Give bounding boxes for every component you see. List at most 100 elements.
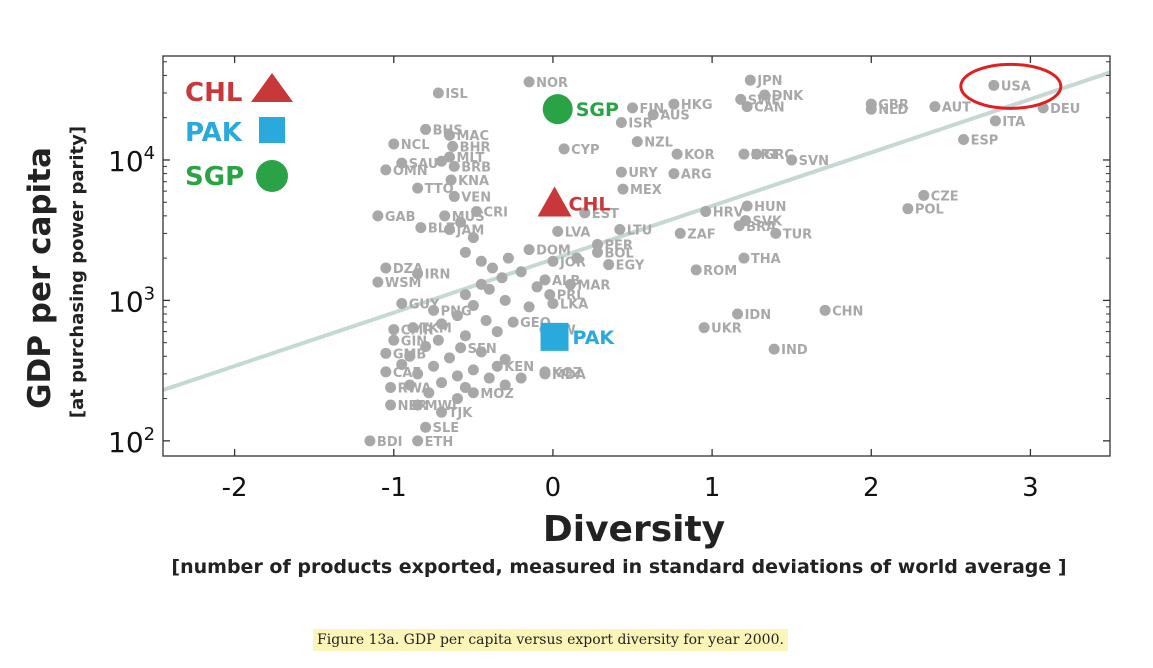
data-point [451,393,463,405]
data-point [483,283,495,295]
point-label: IDN [745,308,772,323]
point-label: NCL [401,138,430,153]
point-label: JPN [756,74,782,89]
point-label: SVN [799,154,829,169]
point-label: VEN [461,190,491,205]
data-point [404,379,416,391]
data-point [617,183,629,195]
data-point [865,103,877,115]
point-label: CMR [401,324,434,339]
data-point [547,298,559,310]
highlight-marker-pak [540,322,569,351]
data-point [436,155,448,167]
point-label: CAN [754,101,784,116]
data-point [592,239,604,251]
data-point [380,347,392,359]
data-point [690,264,702,276]
y-tick-label: 104 [108,143,155,178]
data-point [627,102,639,114]
data-point [592,246,604,258]
point-label: ESP [971,133,999,148]
data-point [443,223,455,235]
x-axis-subtitle: [number of products exported, measured i… [171,556,1066,578]
data-point [420,421,432,433]
x-tick-label: -1 [381,473,407,503]
point-label: JAM [455,223,484,238]
data-point [428,360,440,372]
data-point [770,227,782,239]
data-point [475,346,487,358]
data-point [480,314,492,326]
point-label: GIN [401,334,427,349]
data-point [412,435,424,447]
data-point [741,200,753,212]
data-point [443,352,455,364]
point-label: DEU [1050,102,1080,117]
data-point [552,225,564,237]
point-label: LTU [627,223,653,238]
data-point [496,272,508,284]
legend-label-sgp: SGP [185,162,244,192]
data-point [380,366,392,378]
data-point [759,89,771,101]
data-point [432,334,444,346]
point-label: CRI [484,205,508,220]
data-point [455,342,467,354]
point-label: PRL [557,289,585,304]
point-label: HUN [754,200,786,215]
point-label: GBR [878,98,909,113]
point-label: SAU [409,157,439,172]
y-tick-exponent: 4 [144,143,155,164]
point-label: KGZ [552,366,582,381]
point-label: LVA [565,225,591,240]
point-label: KEN [504,360,534,375]
data-point [407,322,419,334]
data-point [502,252,514,264]
data-point [372,276,384,288]
data-point [467,232,479,244]
legend-label-pak: PAK [185,118,243,148]
data-point [436,406,448,418]
point-label: GMB [393,347,427,362]
point-label: NOR [536,76,568,91]
point-label: ALB [552,274,580,289]
point-label: DZA [393,262,423,277]
data-point [428,304,440,316]
data-point [786,154,798,166]
point-label: ISL [445,87,467,102]
point-label: PRT [751,148,779,163]
point-label: DOM [536,244,571,259]
point-label: FIN [640,102,665,117]
point-label: ITA [1002,115,1025,130]
data-point [483,372,495,384]
figure-caption: Figure 13a. GDP per capita versus export… [313,629,788,651]
x-tick-label: -2 [222,473,248,503]
data-point [467,387,479,399]
y-tick-exponent: 3 [144,283,155,304]
data-point [388,138,400,150]
point-label: AUS [660,109,690,124]
data-point [523,244,535,256]
point-label: POL [915,203,944,218]
data-point [668,168,680,180]
data-point [539,366,551,378]
data-point [507,316,519,328]
data-point [733,220,745,232]
data-point [499,353,511,365]
legend-square-marker [259,117,285,143]
data-point [467,299,479,311]
data-point [432,87,444,99]
point-label: BOL [605,246,634,261]
point-label: MUS [452,210,485,225]
x-tick-label: 0 [545,473,562,503]
point-label: ISR [628,116,652,131]
data-point [471,205,483,217]
data-point [447,140,459,152]
highlight-label: PAK [573,327,616,349]
data-point [455,216,467,228]
data-point [372,210,384,222]
data-point [735,93,747,105]
data-point [603,259,615,271]
y-tick-label: 103 [108,283,155,318]
